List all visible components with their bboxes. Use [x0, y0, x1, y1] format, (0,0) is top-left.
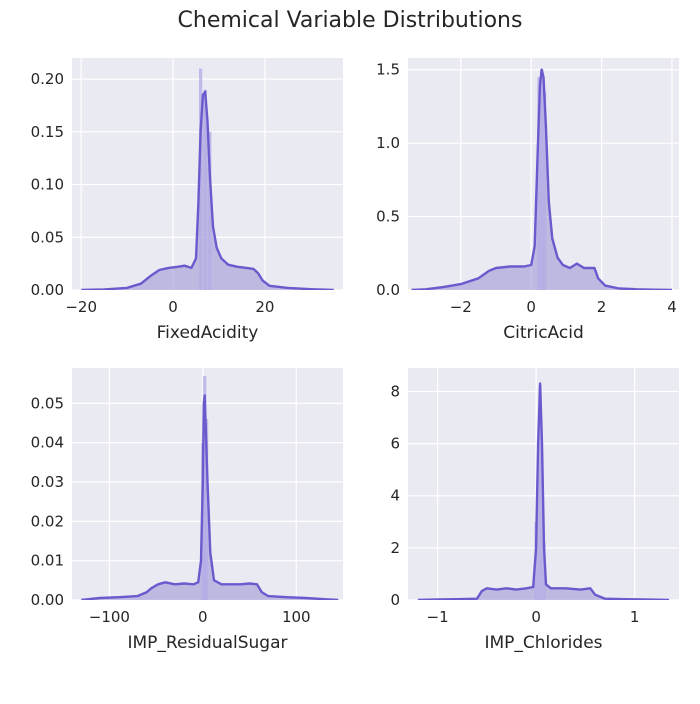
- x-axis-label: FixedAcidity: [157, 323, 259, 343]
- x-tick-label: −20: [65, 298, 97, 316]
- hist-bar: [208, 131, 212, 290]
- y-tick-label: 0.04: [31, 434, 64, 452]
- x-tick-label: −2: [450, 298, 472, 316]
- density-line: [81, 394, 339, 600]
- series-group: [81, 375, 339, 600]
- y-tick-label: 0.5: [376, 208, 400, 226]
- x-tick-label: 2: [597, 298, 607, 316]
- y-tick-label: 0.05: [31, 228, 64, 246]
- x-tick-label: 0: [168, 298, 178, 316]
- hist-bar: [203, 89, 207, 290]
- y-tick-label: 0.02: [31, 512, 64, 530]
- subplot-3: 0.00 0.01 0.02 0.03 0.04 0.05 −100 0 100 IMP_Resi…: [31, 368, 343, 653]
- x-axis-label: IMP_ResidualSugar: [128, 633, 288, 653]
- x-tick-label: −100: [89, 608, 130, 626]
- hist-bar: [540, 69, 544, 290]
- density-area: [81, 395, 339, 600]
- y-tick-label: 0.00: [31, 281, 64, 299]
- x-tick-label: 1: [630, 608, 640, 626]
- hist-bar: [537, 77, 541, 290]
- y-tick-label: 6: [390, 435, 400, 453]
- figure-title: Chemical Variable Distributions: [177, 8, 523, 33]
- y-tick-label: 0.05: [31, 394, 64, 412]
- y-tick-label: 0: [390, 591, 400, 609]
- hist-bar: [542, 91, 547, 290]
- y-tick-label: 0.10: [31, 176, 64, 194]
- y-tick-label: 2: [390, 539, 400, 557]
- subplot-1: 0.00 0.05 0.10 0.15 0.20 −20 0 20 FixedAcidity: [31, 58, 343, 343]
- hist-bar: [538, 386, 542, 600]
- hist-bar: [198, 68, 203, 290]
- y-tick-label: 1.5: [376, 61, 400, 79]
- x-axis-label: IMP_Chlorides: [484, 633, 602, 653]
- density-line: [81, 90, 334, 290]
- y-tick-label: 0.20: [31, 70, 64, 88]
- hist-bar: [203, 375, 207, 600]
- hist-bar: [204, 419, 209, 600]
- y-tick-label: 0.15: [31, 123, 64, 141]
- density-line: [411, 68, 673, 290]
- y-tick-label: 4: [390, 487, 400, 505]
- y-tick-label: 0.03: [31, 473, 64, 491]
- density-line: [417, 382, 670, 600]
- y-tick-label: 0.0: [376, 281, 400, 299]
- x-tick-label: 0: [198, 608, 208, 626]
- x-tick-label: 0: [526, 298, 536, 316]
- x-tick-label: 4: [667, 298, 677, 316]
- y-tick-label: 0.01: [31, 552, 64, 570]
- series-group: [417, 382, 670, 600]
- subplot-4: 0 2 4 6 8 −1 0 1 IMP_Chlorides: [390, 368, 679, 653]
- x-tick-label: 100: [282, 608, 311, 626]
- x-tick-label: −1: [427, 608, 449, 626]
- density-area: [81, 91, 334, 290]
- series-group: [81, 68, 334, 290]
- y-tick-label: 0.00: [31, 591, 64, 609]
- x-tick-label: 20: [255, 298, 274, 316]
- subplot-2: 0.0 0.5 1.0 1.5 −2 0 2 4 CitricAcid: [376, 58, 679, 343]
- hist-bar: [542, 542, 546, 600]
- y-tick-label: 8: [390, 382, 400, 400]
- x-axis-label: CitricAcid: [503, 323, 584, 343]
- x-tick-label: 0: [531, 608, 541, 626]
- y-tick-label: 1.0: [376, 134, 400, 152]
- series-group: [411, 68, 673, 290]
